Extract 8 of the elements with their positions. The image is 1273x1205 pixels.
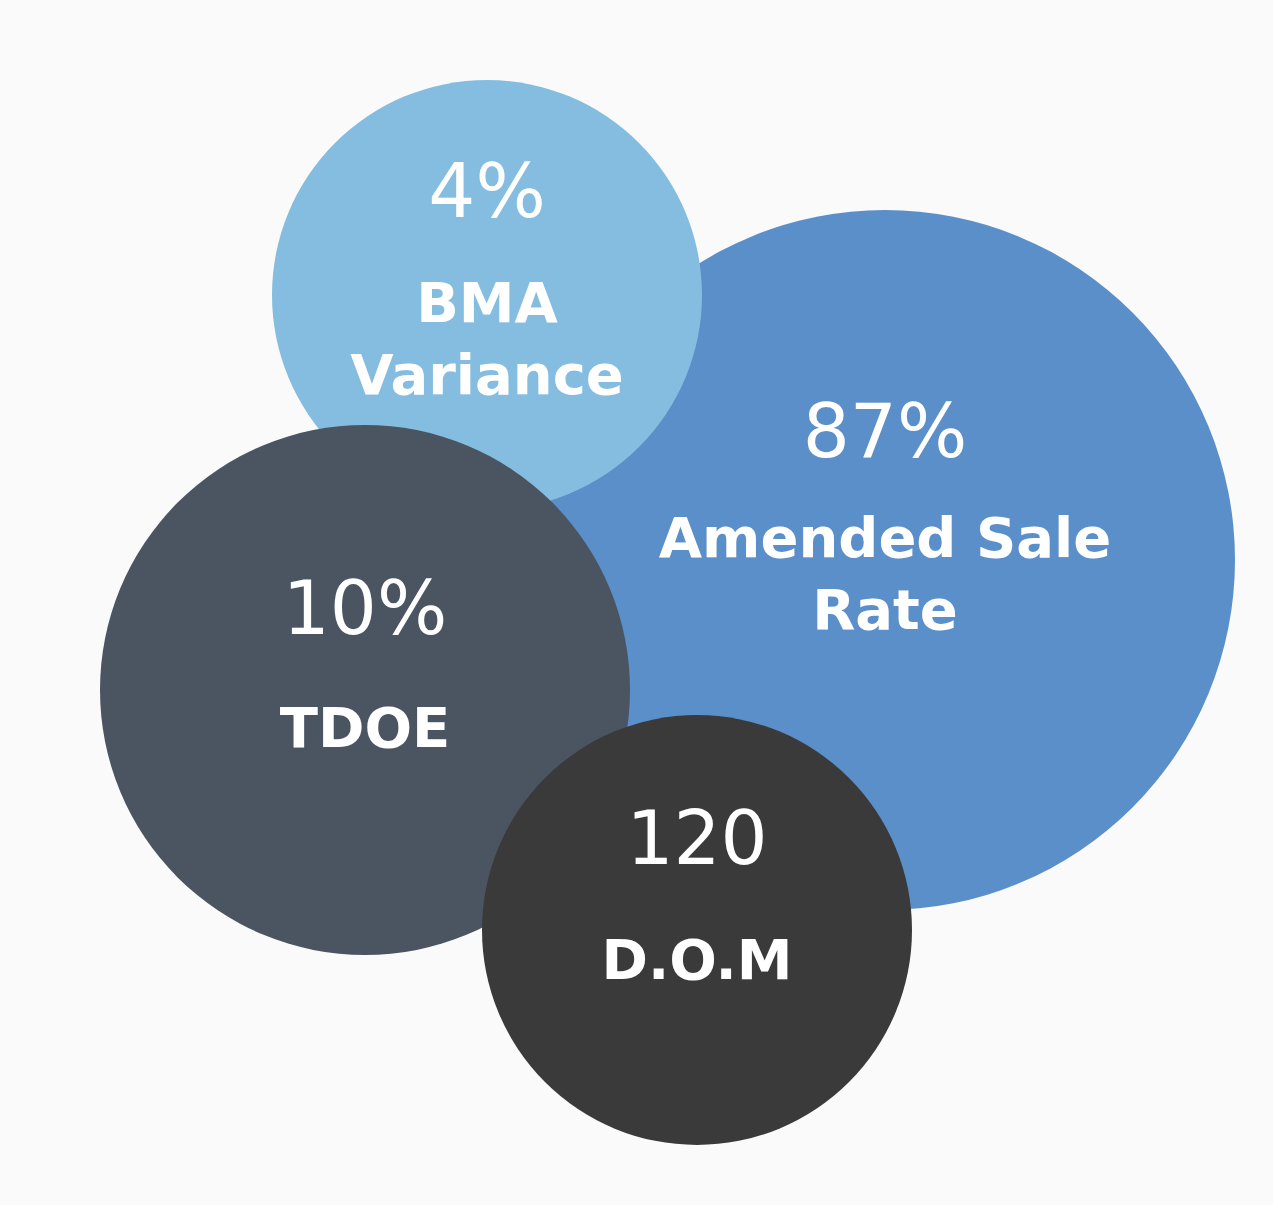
category-label: D.O.M [601, 927, 793, 992]
data-label: 4% [428, 148, 546, 234]
category-label: Amended Sale Rate [658, 505, 1112, 642]
data-label: 120 [626, 795, 768, 881]
category-label: BMA Variance [350, 270, 624, 407]
category-label: TDOE [279, 695, 451, 760]
data-label: 10% [282, 565, 448, 651]
data-label: 87% [802, 388, 968, 474]
